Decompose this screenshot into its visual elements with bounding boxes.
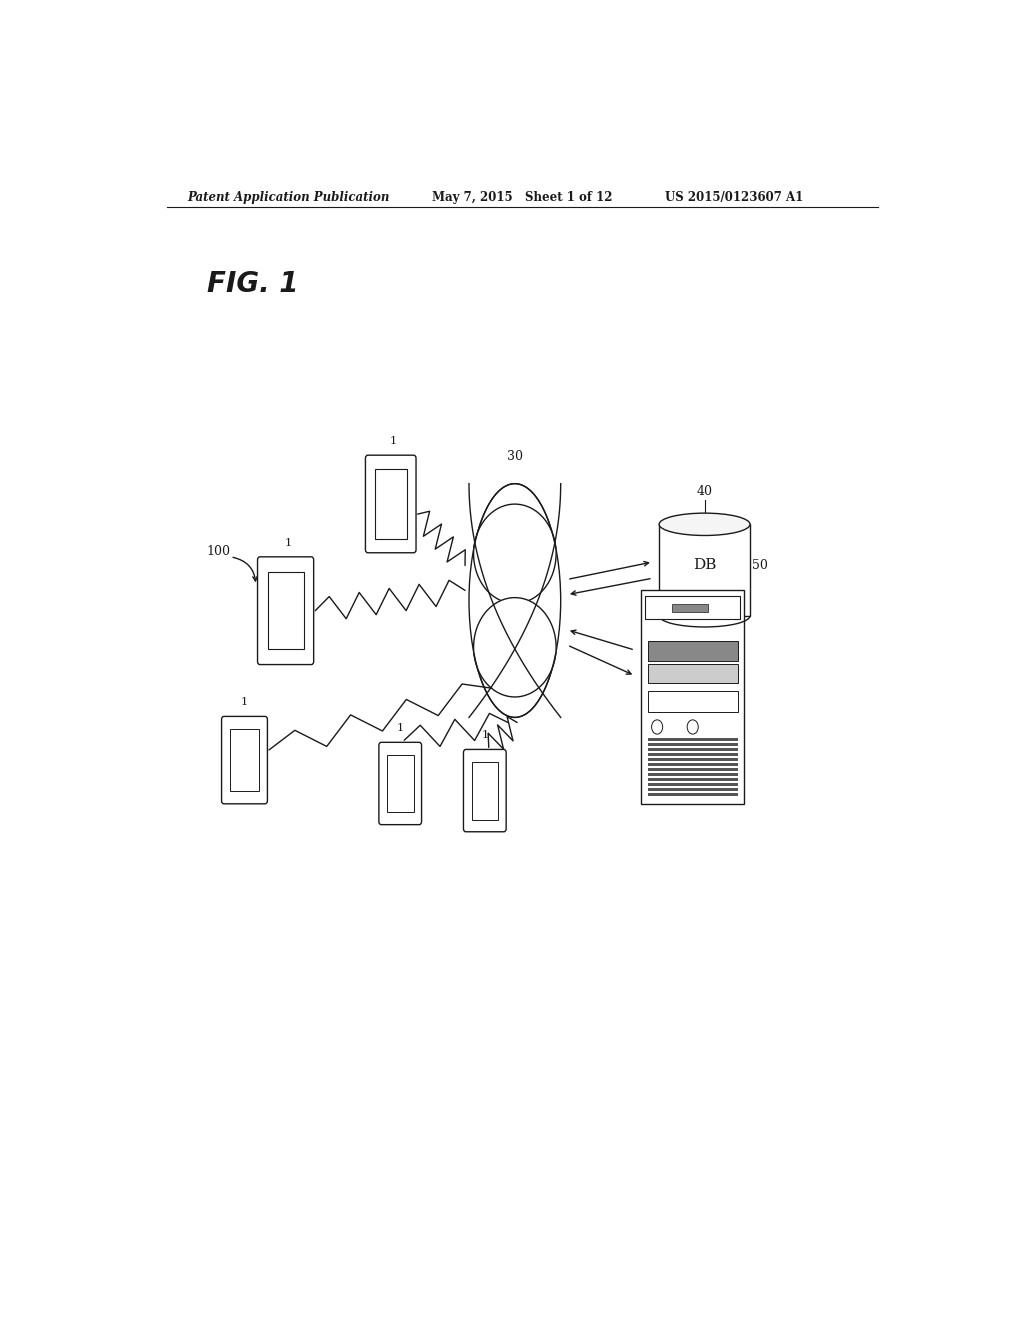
Bar [471, 762, 497, 820]
Ellipse shape [473, 504, 555, 603]
Text: FIG. 1: FIG. 1 [206, 271, 298, 298]
Bar [658, 524, 749, 616]
Bar [386, 755, 413, 812]
FancyBboxPatch shape [378, 742, 421, 825]
Bar [645, 597, 740, 619]
Circle shape [687, 719, 698, 734]
Text: 1: 1 [481, 730, 488, 741]
Ellipse shape [469, 483, 560, 718]
Ellipse shape [473, 598, 555, 697]
Bar [647, 783, 737, 785]
Text: DB: DB [692, 558, 715, 572]
FancyBboxPatch shape [257, 557, 314, 664]
Text: Patent Application Publication: Patent Application Publication [186, 191, 389, 203]
Bar [641, 590, 744, 804]
Bar [647, 748, 737, 751]
Bar [647, 793, 737, 796]
Text: 40: 40 [696, 484, 712, 498]
Bar [647, 768, 737, 771]
FancyBboxPatch shape [365, 455, 416, 553]
Bar [230, 729, 259, 791]
Bar [647, 752, 737, 756]
FancyBboxPatch shape [463, 750, 505, 832]
Bar [647, 777, 737, 780]
Text: 1: 1 [240, 697, 248, 708]
Bar [647, 664, 737, 682]
Bar [647, 763, 737, 766]
Bar [647, 772, 737, 776]
Text: 1: 1 [389, 436, 396, 446]
Bar [672, 603, 707, 611]
Bar [647, 743, 737, 746]
Bar [267, 572, 304, 649]
Bar [647, 758, 737, 760]
Text: 100: 100 [206, 545, 230, 557]
Bar [647, 738, 737, 741]
Bar [647, 642, 737, 660]
Text: 50: 50 [751, 560, 767, 572]
Text: 1: 1 [396, 723, 404, 733]
FancyBboxPatch shape [221, 717, 267, 804]
Text: 1: 1 [284, 537, 291, 548]
Bar [374, 469, 407, 539]
Circle shape [651, 719, 662, 734]
Text: 30: 30 [506, 450, 523, 463]
Bar [647, 788, 737, 791]
Text: US 2015/0123607 A1: US 2015/0123607 A1 [664, 191, 803, 203]
Text: May 7, 2015   Sheet 1 of 12: May 7, 2015 Sheet 1 of 12 [431, 191, 611, 203]
Ellipse shape [658, 513, 749, 536]
Bar [647, 690, 737, 711]
